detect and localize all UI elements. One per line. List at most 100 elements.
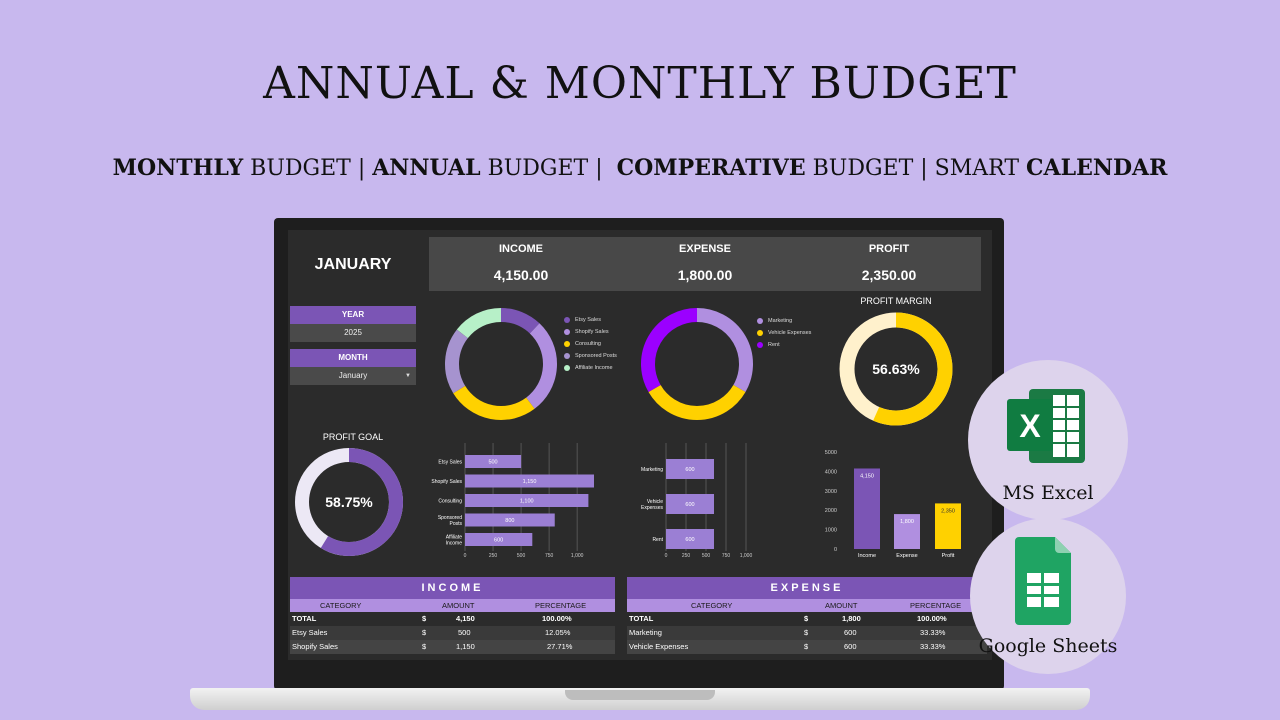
x-tick-label: 0 <box>464 553 467 559</box>
sheets-label: Google Sheets <box>978 635 1118 657</box>
excel-icon: X <box>1007 389 1085 463</box>
cell-percentage: 100.00% <box>917 614 947 623</box>
legend-item: Marketing <box>757 315 811 327</box>
category-label: Posts <box>449 521 462 527</box>
legend-label: Marketing <box>768 318 793 324</box>
cell-currency: $ <box>422 614 427 623</box>
y-tick-label: 2000 <box>825 508 837 514</box>
x-tick-label: 500 <box>702 553 711 559</box>
category-label: Consulting <box>438 499 462 505</box>
dashboard-screen: JANUARY INCOME 4,150.00 EXPENSE 1,800.00… <box>288 230 992 660</box>
income-table-header: CATEGORY AMOUNT PERCENTAGE <box>290 599 615 612</box>
cell-currency: $ <box>804 628 809 637</box>
year-value[interactable]: 2025 <box>290 324 416 342</box>
table-row: TOTAL $ 4,150 100.00% <box>290 612 615 626</box>
y-tick-label: 0 <box>834 547 837 553</box>
category-label: Etsy Sales <box>438 460 462 466</box>
hbar <box>666 459 714 479</box>
month-label: MONTH <box>290 349 416 367</box>
legend-item: Etsy Sales <box>564 314 617 326</box>
cell-amount: 1,150 <box>456 642 475 651</box>
bar-value-label: 800 <box>505 518 514 524</box>
cell-category: Shopify Sales <box>292 642 338 651</box>
hbar <box>666 494 714 514</box>
bar-value-label: 2,350 <box>941 508 955 514</box>
bar-value-label: 500 <box>488 460 497 466</box>
x-tick-label: 750 <box>545 553 554 559</box>
expense-table-title: EXPENSE <box>627 577 987 599</box>
kpi-expense: EXPENSE 1,800.00 <box>613 237 797 283</box>
vbar <box>854 468 880 549</box>
profit-margin-label: PROFIT MARGIN <box>860 296 932 306</box>
kpi-profit: PROFIT 2,350.00 <box>797 237 981 283</box>
x-tick-label: Profit <box>942 553 955 559</box>
col-header: AMOUNT <box>442 601 475 610</box>
legend-label: Rent <box>768 342 780 348</box>
chevron-down-icon[interactable]: ▼ <box>405 373 411 379</box>
kpi-bar: INCOME 4,150.00 EXPENSE 1,800.00 PROFIT … <box>429 237 981 291</box>
donut-slice <box>445 329 469 394</box>
table-row: Vehicle Expenses $ 600 33.33% <box>627 640 987 654</box>
legend-label: Consulting <box>575 341 601 347</box>
gauge-value: 58.75% <box>325 494 373 510</box>
y-tick-label: 3000 <box>825 489 837 495</box>
cell-category: Vehicle Expenses <box>629 642 689 651</box>
bar-value-label: 600 <box>685 502 694 508</box>
kpi-expense-label: EXPENSE <box>679 243 731 255</box>
vbar <box>894 514 920 549</box>
cell-category: Etsy Sales <box>292 628 328 637</box>
cell-percentage: 12.05% <box>545 628 571 637</box>
legend-label: Affiliate Income <box>575 365 613 371</box>
kpi-expense-value: 1,800.00 <box>677 267 733 283</box>
kpi-profit-label: PROFIT <box>868 243 910 255</box>
x-tick-label: 0 <box>665 553 668 559</box>
x-tick-label: 1,000 <box>571 553 584 559</box>
cell-category: TOTAL <box>292 614 317 623</box>
table-row: Etsy Sales $ 500 12.05% <box>290 626 615 640</box>
subtitle-part: BUDGET | <box>243 156 373 181</box>
table-row: Marketing $ 600 33.33% <box>627 626 987 640</box>
hbar <box>666 529 714 549</box>
cell-currency: $ <box>422 628 427 637</box>
subtitle-part: BUDGET | <box>480 156 617 181</box>
col-header: PERCENTAGE <box>535 601 587 610</box>
cell-amount: 1,800 <box>842 614 861 623</box>
charts-canvas: 56.63% 58.75% 0 250 500 750 1,000 500 Etsy Sales… <box>295 308 961 559</box>
category-label: Affiliate <box>446 535 463 541</box>
x-tick-label: 250 <box>682 553 691 559</box>
col-header: CATEGORY <box>320 601 362 610</box>
subtitle-part: MONTHLY <box>112 155 244 181</box>
page-title: ANNUAL & MONTHLY BUDGET <box>263 58 1017 109</box>
donut-slice <box>648 384 746 420</box>
bar-value-label: 1,150 <box>523 479 537 485</box>
cell-amount: 4,150 <box>456 614 475 623</box>
excel-label: MS Excel <box>1002 482 1094 504</box>
cell-currency: $ <box>804 642 809 651</box>
cell-percentage: 33.33% <box>920 628 946 637</box>
cell-amount: 600 <box>844 642 857 651</box>
category-label: Expenses <box>641 505 663 511</box>
table-row: TOTAL $ 1,800 100.00% <box>627 612 987 626</box>
donut-slice <box>500 308 540 334</box>
month-dropdown[interactable]: January ▼ <box>290 367 416 385</box>
bar-value-label: 600 <box>685 537 694 543</box>
x-tick-label: Income <box>858 553 876 559</box>
legend-label: Etsy Sales <box>575 317 601 323</box>
subtitle-part: BUDGET | SMART <box>805 156 1027 181</box>
legend-label: Sponsored Posts <box>575 353 617 359</box>
cell-percentage: 33.33% <box>920 642 946 651</box>
expense-legend: Marketing Vehicle Expenses Rent <box>757 315 811 351</box>
hbar <box>465 455 522 468</box>
svg-text:X: X <box>1019 408 1041 444</box>
donut-slice <box>453 385 535 420</box>
page-subtitle: MONTHLY BUDGET | ANNUAL BUDGET | COMPERA… <box>0 155 1280 181</box>
legend-item: Shopify Sales <box>564 326 617 338</box>
income-legend: Etsy Sales Shopify Sales Consulting Spon… <box>564 314 617 374</box>
legend-label: Shopify Sales <box>575 329 609 335</box>
hbar <box>465 494 589 507</box>
cell-percentage: 27.71% <box>547 642 573 651</box>
y-tick-label: 1000 <box>825 528 837 534</box>
donut-slice <box>456 308 502 339</box>
expense-table-header: CATEGORY AMOUNT PERCENTAGE <box>627 599 987 612</box>
legend-item: Sponsored Posts <box>564 350 617 362</box>
